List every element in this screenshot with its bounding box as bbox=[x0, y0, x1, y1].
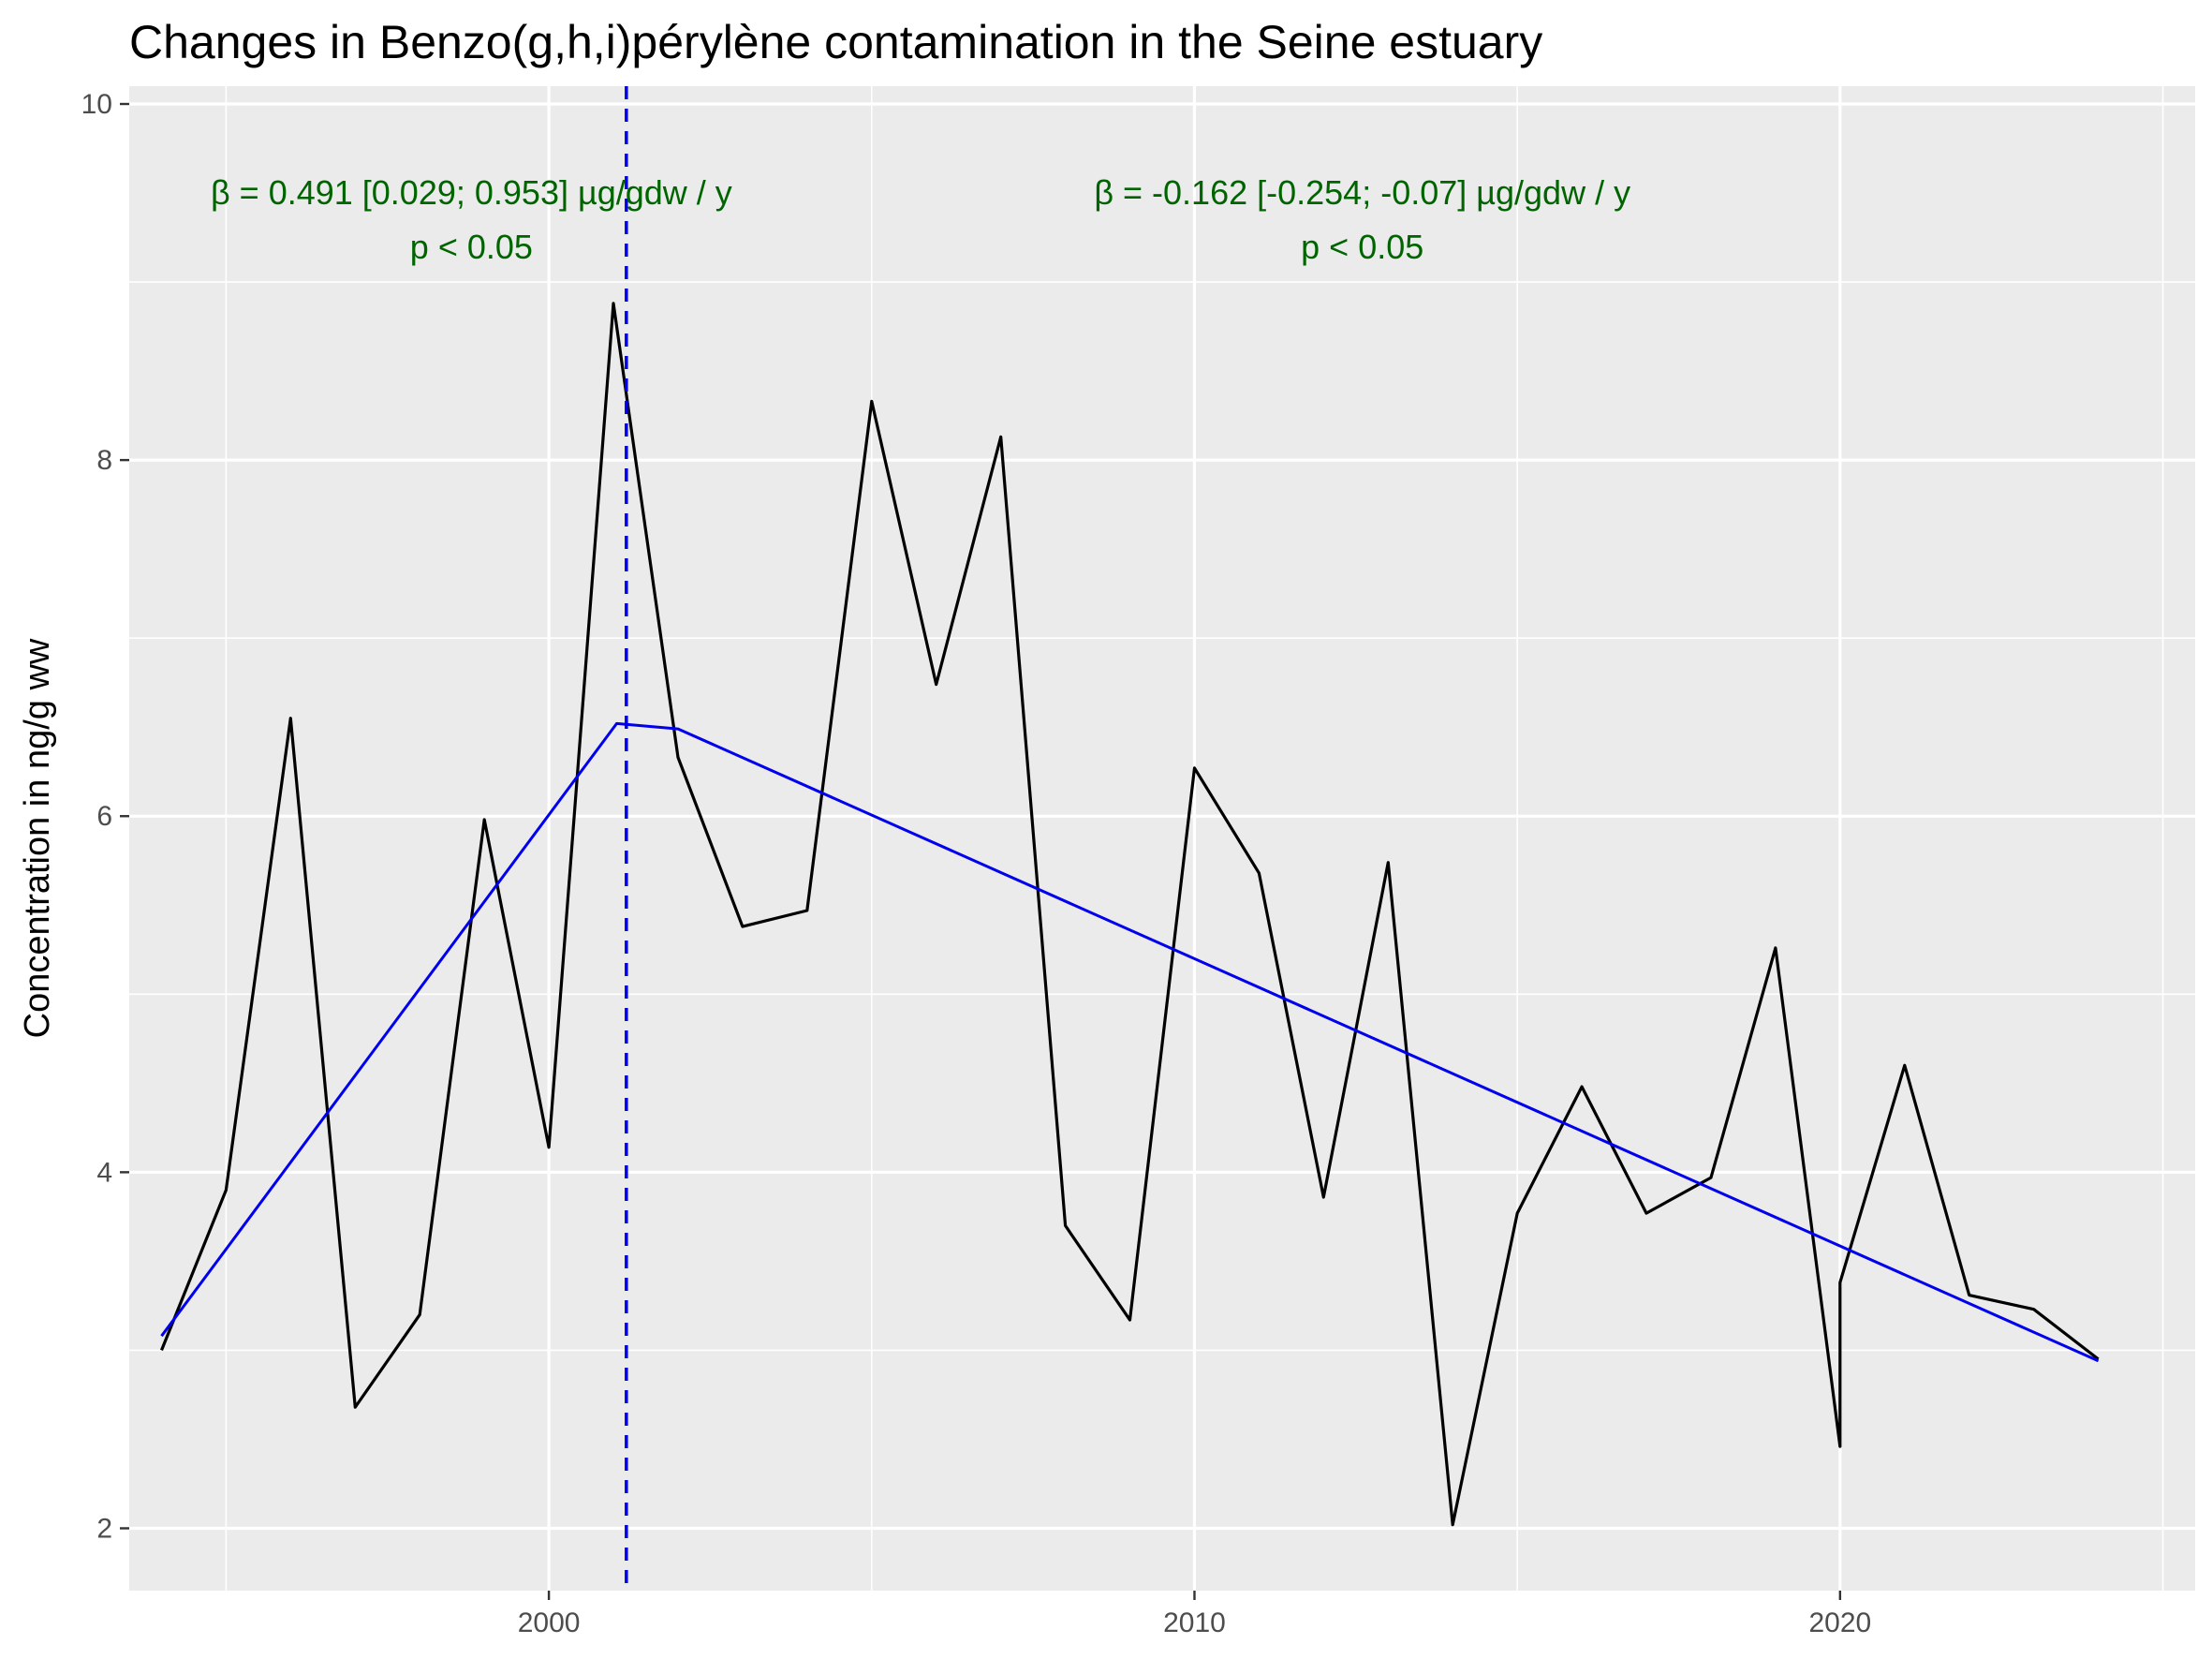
grid-lines bbox=[129, 86, 2195, 1591]
trend-line bbox=[160, 721, 2100, 1363]
y-tick-label: 8 bbox=[96, 445, 112, 476]
y-tick-label: 4 bbox=[96, 1157, 112, 1188]
y-axis: 2 4 6 8 10 bbox=[81, 89, 129, 1544]
y-tick-label: 6 bbox=[96, 801, 112, 832]
plot-panel bbox=[129, 86, 2195, 1591]
x-tick-label: 2010 bbox=[1163, 1607, 1226, 1638]
chart-title: Changes in Benzo(g,h,i)pérylène contamin… bbox=[129, 16, 1542, 68]
annotation-p-value: p < 0.05 bbox=[410, 228, 533, 266]
x-tick-label: 2020 bbox=[1808, 1607, 1871, 1638]
y-tick-label: 10 bbox=[81, 89, 112, 120]
annotation-p-value: p < 0.05 bbox=[1301, 228, 1423, 266]
x-tick-label: 2000 bbox=[518, 1607, 581, 1638]
y-tick-label: 2 bbox=[96, 1513, 112, 1544]
annotation-coefficient: β = -0.162 [-0.254; -0.07] µg/gdw / y bbox=[1094, 173, 1630, 212]
annotation-coefficient: β = 0.491 [0.029; 0.953] µg/gdw / y bbox=[211, 173, 732, 212]
annotations: β = 0.491 [0.029; 0.953] µg/gdw / y p < 0… bbox=[211, 173, 1630, 266]
observed-series-line bbox=[160, 302, 2100, 1527]
x-axis: 2000 2010 2020 bbox=[518, 1591, 1871, 1638]
y-axis-label: Concentration in ng/g ww bbox=[18, 638, 57, 1038]
